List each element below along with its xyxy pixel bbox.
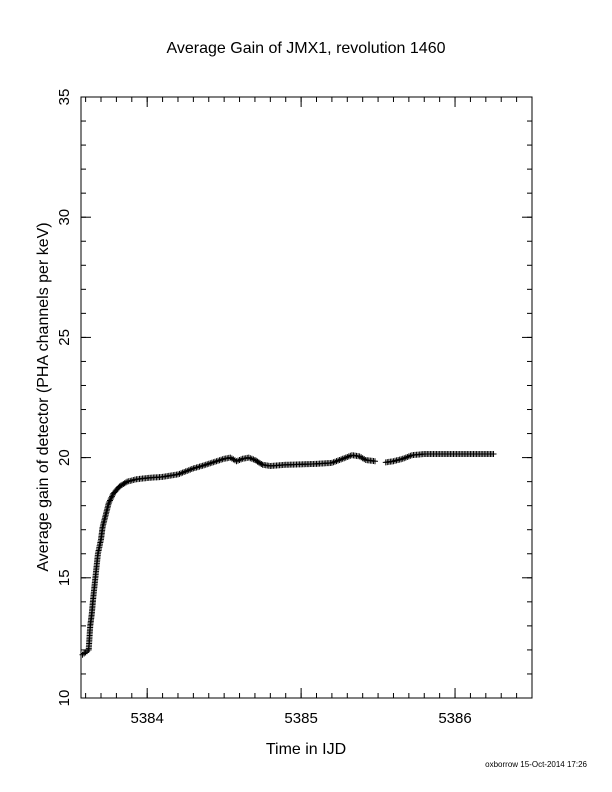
data-point [106, 498, 113, 505]
data-point [109, 493, 116, 500]
y-axis-label: Average gain of detector (PHA channels p… [35, 222, 52, 571]
data-point [105, 500, 112, 507]
footer-stamp: oxborrow 15-Oct-2014 17:26 [485, 760, 587, 769]
data-point [108, 494, 115, 501]
x-axis-label: Time in IJD [266, 741, 346, 758]
data-point [205, 460, 212, 467]
y-tick-label: 25 [56, 329, 73, 346]
chart-title: Average Gain of JMX1, revolution 1460 [167, 40, 446, 57]
data-point [371, 458, 378, 465]
x-tick-label: 5386 [438, 710, 471, 727]
y-tick-label: 15 [56, 569, 73, 586]
data-point [107, 496, 114, 503]
axis-ticks: 5384 5385 5386 10 15 20 25 30 35 [56, 89, 533, 727]
data-point [107, 497, 114, 504]
data-point [210, 459, 217, 466]
y-tick-label: 10 [56, 690, 73, 707]
data-point [202, 461, 209, 468]
data-point [207, 460, 214, 467]
data-point [211, 458, 218, 465]
x-tick-label: 5385 [284, 710, 317, 727]
plot-frame [80, 96, 533, 699]
y-tick-label: 35 [56, 89, 73, 106]
data-point [490, 450, 497, 457]
data-point [122, 479, 129, 486]
x-tick-label: 5384 [131, 710, 164, 727]
data-point [258, 461, 265, 468]
y-tick-label: 30 [56, 209, 73, 226]
data-point [236, 457, 243, 464]
y-tick-label: 20 [56, 449, 73, 466]
data-points [79, 450, 497, 658]
data-point [208, 459, 215, 466]
data-point [204, 461, 211, 468]
